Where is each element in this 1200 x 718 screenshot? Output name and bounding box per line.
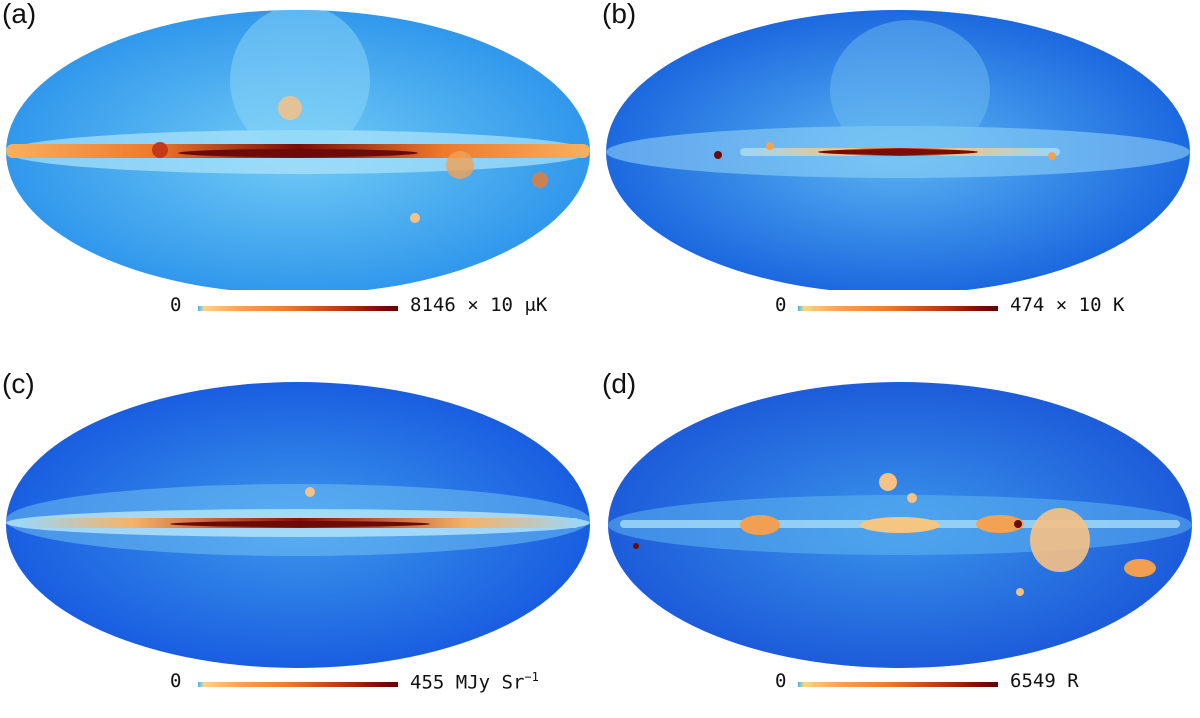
colorbar-gradient: [198, 306, 398, 311]
colorbar-min: 0: [775, 294, 787, 316]
colorbar-min: 0: [775, 670, 787, 692]
colorbar-min: 0: [170, 294, 182, 316]
panel-d: (d) 0 6549 R: [600, 368, 1200, 718]
panel-label: (c): [2, 368, 35, 399]
panel-a: (a) 0 8146 × 10 μK: [0, 0, 600, 348]
sky-map-b: [606, 10, 1190, 290]
colorbar-gradient: [798, 682, 998, 687]
panel-c: (c) 0 455 MJy Sr−1: [0, 368, 600, 718]
colorbar-max: 6549 R: [1010, 670, 1079, 692]
colorbar: 0 474 × 10 K: [775, 292, 1195, 322]
colorbar-max: 474 × 10 K: [1010, 294, 1125, 316]
colorbar-min: 0: [170, 670, 182, 692]
colorbar-gradient: [798, 306, 998, 311]
sky-map-d: [608, 382, 1192, 668]
colorbar: 0 8146 × 10 μK: [170, 292, 590, 322]
colorbar: 0 455 MJy Sr−1: [170, 668, 590, 698]
colorbar-max: 455 MJy Sr−1: [410, 670, 539, 694]
panel-b: (b) 0 474 × 10 K: [600, 0, 1200, 348]
panel-label: (b): [602, 0, 637, 29]
colorbar: 0 6549 R: [775, 668, 1195, 698]
panel-label: (d): [602, 368, 637, 399]
sky-map-a: [6, 10, 590, 290]
colorbar-gradient: [198, 682, 398, 687]
sky-map-c: [6, 382, 590, 668]
colorbar-max: 8146 × 10 μK: [410, 294, 548, 316]
panel-label: (a): [2, 0, 37, 29]
